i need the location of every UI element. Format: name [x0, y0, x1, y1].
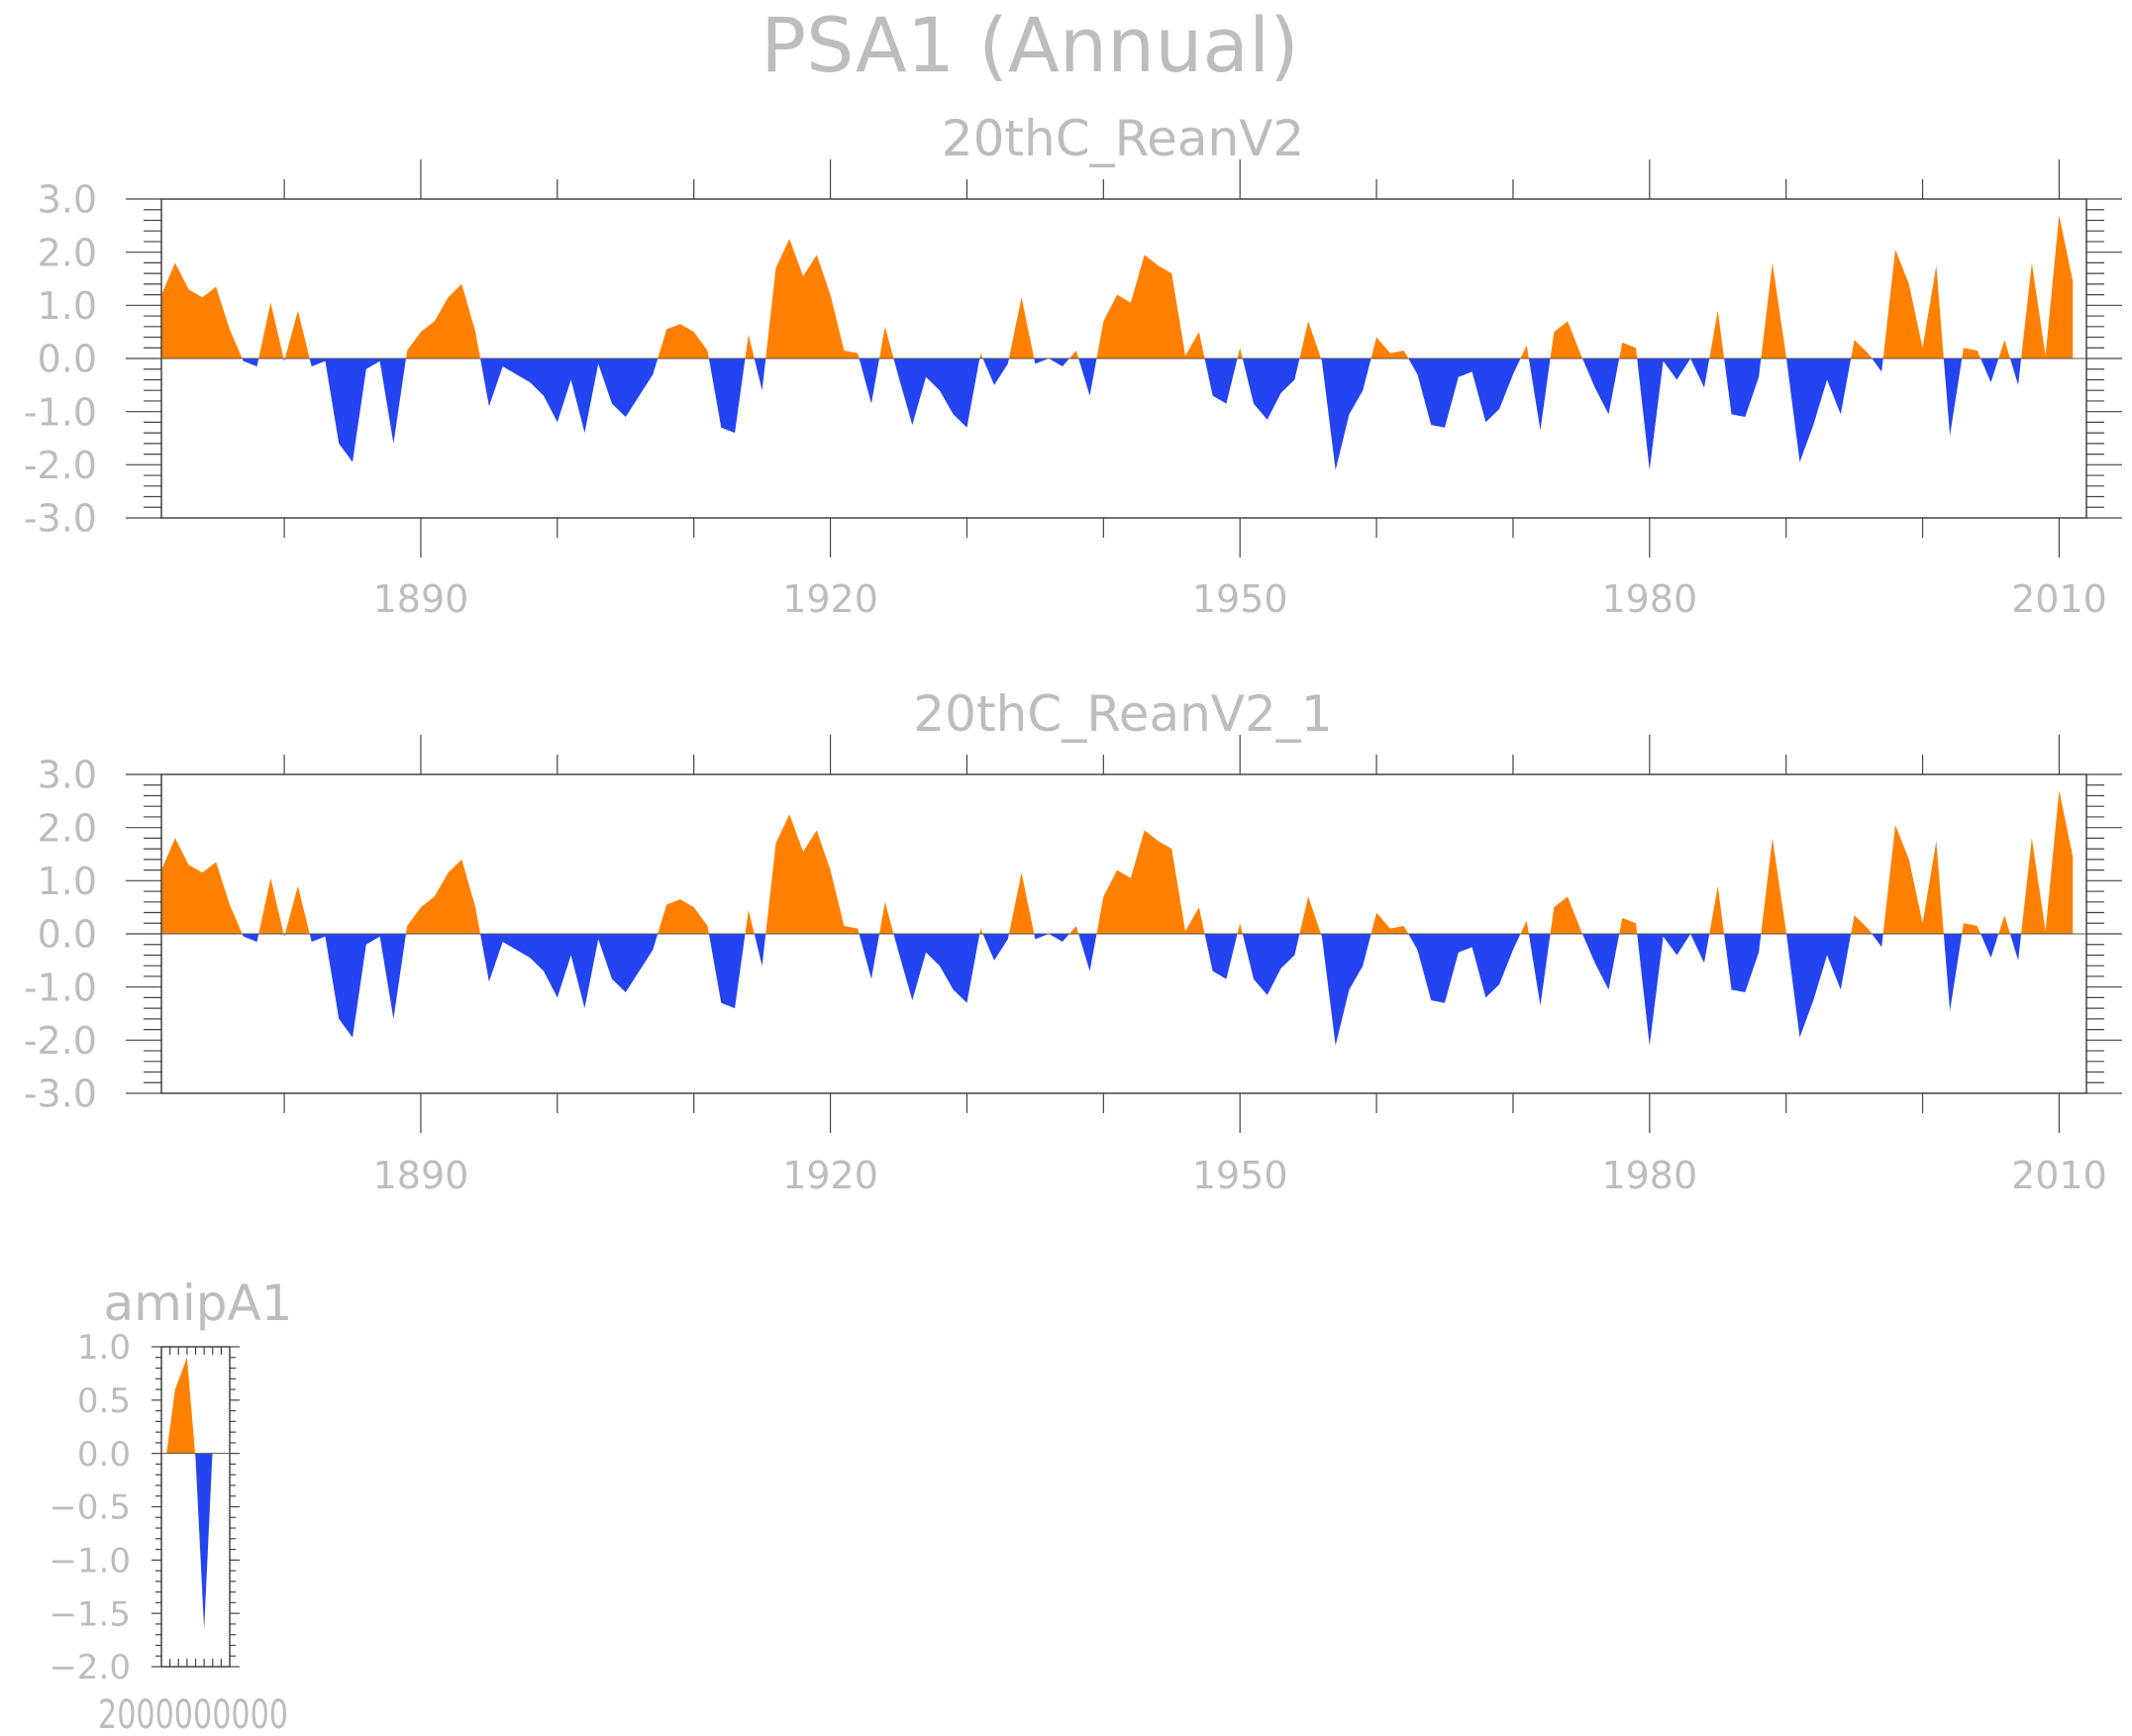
y-tick-label: -2.0 [24, 1019, 97, 1063]
x-tick-label: 1980 [1601, 577, 1697, 621]
y-tick-label: 1.0 [77, 1328, 131, 1368]
y-tick-label: 0.0 [38, 338, 97, 381]
panel-20thc-reanv2-1: 20thC_ReanV2_1 3.0 2.0 1.0 0.0 -1.0 -2.0 -3.0 1… [24, 685, 2122, 1197]
panel-title: 20thC_ReanV2_1 [913, 685, 1332, 743]
x-tick-label: 1950 [1192, 577, 1288, 621]
y-tick-label: 1.0 [38, 284, 97, 328]
y-tick-label: -3.0 [24, 497, 97, 541]
panel-title: amipA1 [104, 1275, 293, 1332]
y-tick-label: -2.0 [24, 444, 97, 487]
negative-area [166, 1453, 213, 1630]
y-tick-label: -1.0 [24, 390, 97, 434]
x-tick-label: 2010 [2011, 1154, 2107, 1197]
negative-area [161, 934, 2074, 1046]
positive-area [166, 1357, 213, 1454]
y-tick-label: −2.0 [49, 1648, 131, 1687]
plot-frame [160, 1346, 231, 1668]
y-tick-label: -1.0 [24, 966, 97, 1009]
y-tick-label: 1.0 [38, 860, 97, 903]
panel-amipa1: amipA1 1.0 0.5 0.0 −0.5 −1.0 −1.5 −2.0 20000000… [49, 1275, 292, 1736]
x-tick-label: 1980 [1601, 1154, 1697, 1197]
y-tick-label: 0.0 [38, 913, 97, 957]
y-tick-label: 3.0 [38, 754, 97, 797]
y-tick-label: -3.0 [24, 1072, 97, 1116]
y-tick-label: 0.0 [77, 1435, 131, 1475]
y-tick-label: 2.0 [38, 231, 97, 274]
positive-area [161, 215, 2074, 358]
panel-title: 20thC_ReanV2 [942, 110, 1304, 167]
y-tick-label: 3.0 [38, 178, 97, 222]
y-tick-label: 2.0 [38, 806, 97, 850]
x-tick-label: 2010 [2011, 577, 2107, 621]
x-tick-label: 1890 [373, 1154, 469, 1197]
y-tick-label: 0.5 [77, 1381, 131, 1421]
y-tick-label: −0.5 [49, 1488, 131, 1528]
y-tick-label: −1.5 [49, 1594, 131, 1634]
x-tick-label: 1920 [782, 577, 878, 621]
x-tick-label: 1890 [373, 577, 469, 621]
figure-title: PSA1 (Annual) [761, 1, 1298, 89]
x-tick-label: 1920 [782, 1154, 878, 1197]
y-tick-label: −1.0 [49, 1542, 131, 1582]
negative-area [161, 358, 2074, 470]
positive-area [161, 790, 2074, 934]
x-tick-labels-overlapping: 2000000000 [98, 1692, 288, 1736]
x-tick-label: 1950 [1192, 1154, 1288, 1197]
panel-20thc-reanv2: 20thC_ReanV2 3.0 2.0 1.0 0.0 -1.0 -2.0 -3.0 189… [24, 110, 2122, 621]
